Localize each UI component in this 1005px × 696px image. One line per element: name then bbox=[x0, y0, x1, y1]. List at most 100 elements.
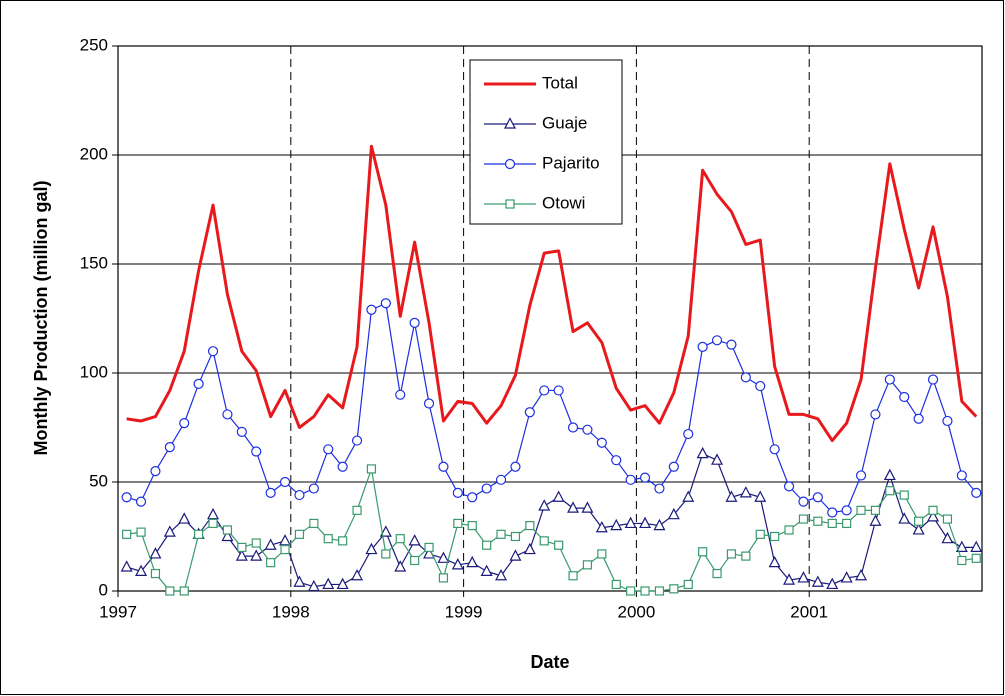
point bbox=[611, 579, 621, 590]
point bbox=[438, 573, 449, 583]
point bbox=[552, 490, 565, 502]
point bbox=[538, 499, 551, 511]
point bbox=[755, 380, 766, 392]
point bbox=[870, 409, 881, 420]
point bbox=[928, 505, 938, 515]
point bbox=[165, 586, 175, 596]
point bbox=[294, 529, 305, 539]
y-axis-title: Monthly Production (million gal) bbox=[31, 181, 51, 456]
point bbox=[122, 529, 132, 539]
point bbox=[654, 586, 665, 596]
point bbox=[740, 372, 751, 383]
point bbox=[150, 466, 161, 477]
point bbox=[150, 568, 161, 579]
point bbox=[467, 492, 478, 503]
point bbox=[942, 514, 953, 524]
point bbox=[381, 549, 391, 559]
point bbox=[726, 549, 737, 559]
point bbox=[380, 298, 391, 309]
point bbox=[971, 487, 982, 498]
point bbox=[135, 564, 148, 576]
point bbox=[394, 560, 407, 572]
legend-label: Guaje bbox=[542, 113, 587, 132]
point bbox=[236, 426, 247, 437]
point bbox=[624, 516, 637, 529]
point bbox=[840, 571, 853, 583]
point bbox=[251, 538, 261, 548]
point bbox=[826, 577, 839, 590]
point bbox=[639, 516, 652, 529]
point bbox=[741, 551, 751, 561]
point bbox=[424, 542, 434, 553]
point bbox=[309, 518, 319, 529]
point bbox=[135, 496, 147, 507]
y-tick-label: 200 bbox=[80, 144, 108, 163]
point bbox=[899, 391, 910, 403]
point bbox=[595, 520, 608, 533]
point bbox=[482, 540, 492, 550]
point bbox=[682, 490, 695, 502]
point bbox=[812, 492, 823, 503]
point bbox=[279, 476, 291, 488]
point bbox=[480, 564, 493, 576]
point bbox=[739, 486, 752, 498]
point bbox=[870, 505, 881, 515]
point bbox=[265, 487, 276, 498]
point bbox=[251, 446, 262, 457]
point bbox=[451, 558, 464, 570]
point bbox=[352, 505, 362, 515]
point bbox=[365, 542, 378, 555]
x-axis-title: Date bbox=[530, 652, 569, 672]
point bbox=[597, 549, 607, 559]
point bbox=[409, 317, 420, 328]
point bbox=[453, 518, 463, 529]
point bbox=[510, 531, 521, 542]
point bbox=[755, 529, 765, 539]
point bbox=[337, 461, 348, 472]
point bbox=[639, 472, 651, 483]
point bbox=[207, 507, 220, 520]
point bbox=[207, 346, 219, 357]
point bbox=[970, 540, 983, 553]
point bbox=[495, 568, 508, 581]
point bbox=[957, 555, 967, 566]
point bbox=[884, 374, 895, 385]
point bbox=[581, 501, 594, 513]
point bbox=[504, 117, 516, 129]
legend-label: Pajarito bbox=[542, 153, 600, 172]
point bbox=[366, 304, 377, 315]
x-tick-label: 2001 bbox=[790, 602, 828, 621]
point bbox=[667, 507, 680, 520]
point bbox=[754, 490, 767, 502]
point bbox=[625, 474, 636, 485]
point bbox=[509, 549, 522, 561]
point bbox=[885, 486, 895, 496]
point bbox=[178, 512, 191, 524]
point bbox=[770, 531, 780, 542]
legend-label: Total bbox=[542, 73, 578, 92]
x-tick-label: 1999 bbox=[445, 602, 483, 621]
point bbox=[827, 518, 837, 529]
point bbox=[539, 536, 549, 546]
point bbox=[596, 437, 607, 448]
point bbox=[855, 470, 867, 481]
point bbox=[336, 577, 349, 590]
point bbox=[712, 568, 722, 579]
point bbox=[505, 199, 515, 209]
point bbox=[279, 534, 292, 546]
point bbox=[366, 464, 377, 474]
point bbox=[726, 339, 737, 350]
point bbox=[768, 555, 781, 568]
point bbox=[567, 422, 579, 433]
point bbox=[955, 540, 968, 553]
point bbox=[395, 534, 405, 544]
point bbox=[523, 542, 536, 555]
point bbox=[942, 415, 953, 427]
point bbox=[553, 385, 564, 396]
point bbox=[496, 529, 506, 539]
point bbox=[711, 453, 724, 465]
series-line bbox=[126, 144, 978, 443]
point bbox=[898, 512, 911, 524]
point bbox=[179, 418, 190, 429]
point bbox=[437, 551, 450, 563]
